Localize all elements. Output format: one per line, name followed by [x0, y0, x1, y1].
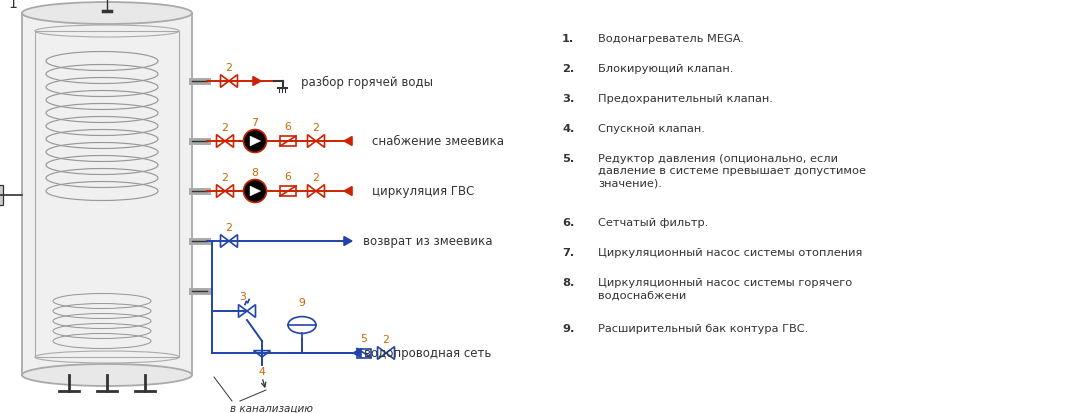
Ellipse shape: [22, 364, 191, 386]
Text: 2: 2: [225, 223, 233, 233]
Text: 5.: 5.: [562, 154, 574, 164]
Text: 2: 2: [222, 173, 228, 183]
Text: 7: 7: [251, 118, 259, 128]
Polygon shape: [250, 137, 261, 147]
Text: 1.: 1.: [562, 34, 574, 44]
Text: 7.: 7.: [562, 247, 574, 257]
Text: Спускной клапан.: Спускной клапан.: [598, 124, 705, 134]
Text: 6.: 6.: [562, 218, 574, 228]
Text: Водонагреватель MEGA.: Водонагреватель MEGA.: [598, 34, 744, 44]
Text: Циркуляционный насос системы отопления: Циркуляционный насос системы отопления: [598, 247, 863, 257]
Text: Циркуляционный насос системы горячего
водоснабжени: Циркуляционный насос системы горячего во…: [598, 277, 852, 300]
Polygon shape: [344, 137, 353, 146]
Text: Сетчатый фильтр.: Сетчатый фильтр.: [598, 218, 708, 228]
Text: 8: 8: [251, 168, 259, 178]
Text: 9.: 9.: [562, 323, 574, 333]
Text: 2: 2: [225, 63, 233, 73]
Text: 2.: 2.: [562, 64, 574, 74]
Text: водопроводная сеть: водопроводная сеть: [364, 347, 492, 360]
Text: снабжение змеевика: снабжение змеевика: [372, 135, 504, 148]
Text: 4: 4: [259, 366, 265, 376]
Polygon shape: [252, 77, 261, 86]
Text: 1: 1: [8, 0, 17, 11]
Bar: [35, 32, 180, 357]
Bar: [22, 14, 191, 375]
Polygon shape: [344, 237, 353, 246]
Circle shape: [244, 130, 267, 153]
Text: 2: 2: [312, 123, 320, 133]
Circle shape: [244, 180, 267, 203]
Polygon shape: [250, 187, 261, 197]
Text: 8.: 8.: [562, 277, 574, 287]
Bar: [280, 137, 296, 147]
Text: возврат из змеевика: возврат из змеевика: [363, 235, 493, 248]
Text: Блокирующий клапан.: Блокирующий клапан.: [598, 64, 733, 74]
Text: в канализацию: в канализацию: [230, 403, 313, 413]
Text: Предохранительный клапан.: Предохранительный клапан.: [598, 94, 772, 104]
Text: 2: 2: [222, 123, 228, 133]
Bar: [280, 187, 296, 197]
Text: 5: 5: [360, 333, 368, 343]
Text: Расширительный бак контура ГВС.: Расширительный бак контура ГВС.: [598, 323, 808, 333]
Text: циркуляция ГВС: циркуляция ГВС: [372, 185, 474, 198]
Ellipse shape: [22, 3, 191, 25]
Text: 9: 9: [298, 297, 306, 307]
Text: 4.: 4.: [562, 124, 574, 134]
Bar: [357, 349, 371, 358]
Text: 6: 6: [285, 122, 292, 132]
Text: 3.: 3.: [562, 94, 574, 104]
Text: 2: 2: [312, 173, 320, 183]
Polygon shape: [344, 187, 353, 196]
Text: 6: 6: [285, 171, 292, 182]
Text: Редуктор давления (опционально, если
давление в системе превышает допустимое
зна: Редуктор давления (опционально, если дав…: [598, 154, 866, 188]
Text: 2: 2: [383, 334, 390, 344]
Polygon shape: [353, 349, 361, 358]
Bar: [0, 185, 3, 206]
Text: 3: 3: [239, 291, 247, 301]
Text: разбор горячей воды: разбор горячей воды: [301, 75, 433, 88]
